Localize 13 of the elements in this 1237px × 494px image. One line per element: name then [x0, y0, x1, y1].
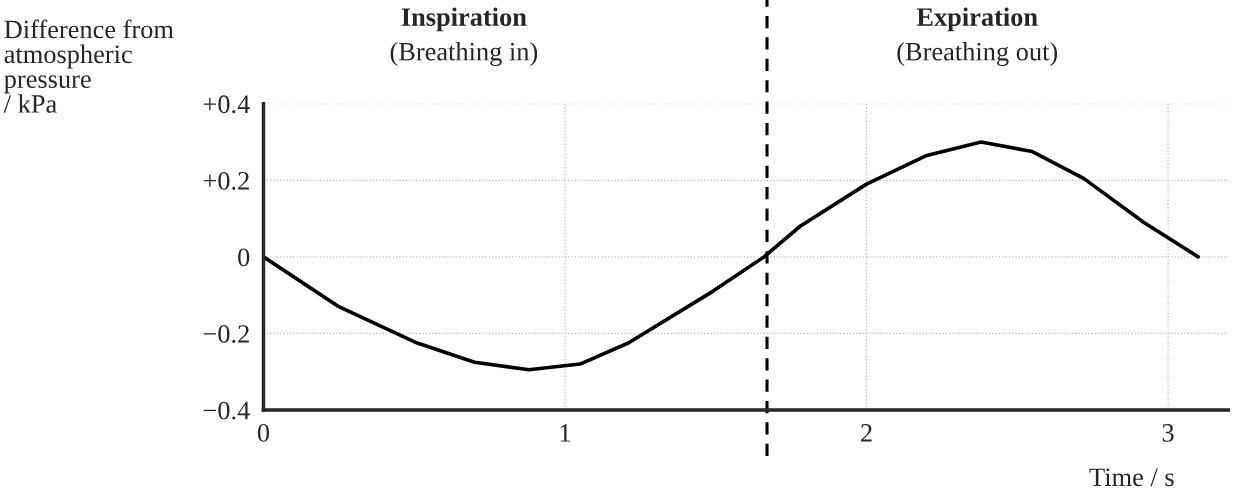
x-tick-label: 3	[1162, 424, 1174, 442]
x-tick-label: 1	[560, 424, 571, 442]
text: Expiration (Breathing out)	[897, 7, 1058, 66]
text: Inspiration (Breathing in)	[390, 7, 538, 66]
y-tick-label: 0	[238, 248, 250, 267]
y-tick-label: −0.4	[203, 401, 250, 420]
y-tick-label: +0.2	[203, 171, 249, 190]
y-tick-label: +0.4	[203, 95, 250, 114]
y-tick-label: −0.2	[203, 325, 249, 343]
x-axis-title: Time / s	[1089, 468, 1174, 487]
y-axis-title: Difference from atmospheric pressure / kPa	[3, 19, 174, 113]
x-tick-label: 0	[257, 423, 270, 442]
x-tick-label: 2	[861, 424, 872, 442]
